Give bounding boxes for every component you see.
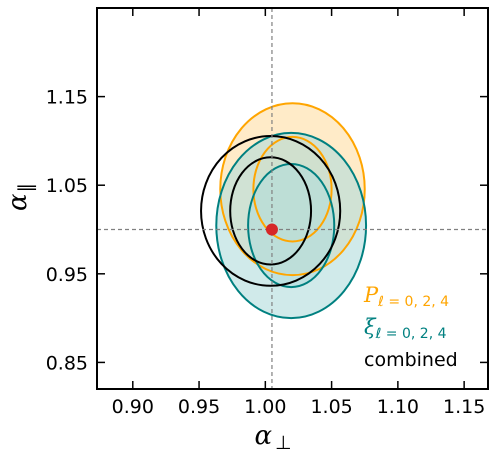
y-axis-title: α∥ [3, 183, 37, 211]
correlation-function-1-sigma-fill [248, 163, 335, 288]
y-tick-label: 0.85 [46, 352, 88, 374]
combined-2-sigma-contour [200, 135, 342, 287]
legend-xi-symbol: ξ [364, 315, 377, 339]
x-axis-symbol: α [254, 421, 272, 451]
legend-entry-combined: combined [364, 349, 458, 371]
power-spectrum-1-sigma-contour [252, 135, 333, 243]
x-tick-label: 1.05 [310, 396, 352, 418]
y-tick-label: 1.15 [46, 87, 88, 109]
x-axis-ticks: 0.90 0.95 1.00 1.05 1.10 1.15 [112, 8, 485, 418]
y-axis-symbol: α [3, 193, 33, 211]
plot-frame [96, 7, 489, 390]
correlation-function-2-sigma-contour [215, 131, 368, 320]
legend-entry-power-spectrum: Pℓ = 0, 2, 4 [363, 283, 449, 310]
x-tick-label: 1.00 [244, 396, 286, 418]
legend-power-subscript: ℓ = 0, 2, 4 [377, 294, 449, 310]
y-axis-subscript: ∥ [15, 183, 37, 193]
legend-entry-correlation-function: ξℓ = 0, 2, 4 [364, 315, 447, 342]
fiducial-point [265, 223, 278, 236]
legend-xi-subscript: ℓ = 0, 2, 4 [375, 326, 447, 342]
x-tick-label: 0.95 [178, 396, 220, 418]
legend-power-symbol: P [363, 283, 379, 307]
x-tick-label: 1.10 [377, 396, 419, 418]
contour-lines [200, 102, 368, 320]
reference-lines [97, 8, 488, 389]
filled-contours [216, 103, 367, 319]
y-axis-ticks: 0.85 0.95 1.05 1.15 [46, 87, 488, 374]
fiducial-marker-layer [265, 223, 278, 236]
x-axis-title: α ⊥ [254, 421, 291, 454]
power-spectrum-2-sigma-contour [219, 102, 366, 277]
x-axis-subscript: ⊥ [275, 432, 292, 454]
legend: Pℓ = 0, 2, 4 ξℓ = 0, 2, 4 combined [363, 283, 458, 371]
y-tick-label: 1.05 [46, 175, 88, 197]
x-tick-label: 1.15 [443, 396, 485, 418]
combined-1-sigma-contour [229, 156, 313, 266]
y-tick-label: 0.95 [46, 264, 88, 286]
x-tick-label: 0.90 [112, 396, 154, 418]
